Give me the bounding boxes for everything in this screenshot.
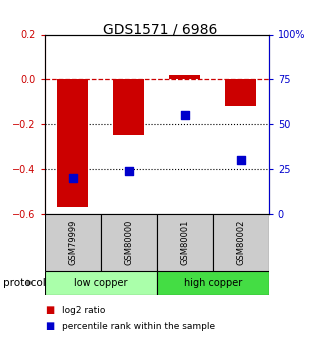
Bar [45, 214, 101, 271]
Text: low copper: low copper [74, 278, 128, 288]
Bar [113, 79, 144, 136]
Text: GDS1571 / 6986: GDS1571 / 6986 [103, 22, 217, 37]
Text: log2 ratio: log2 ratio [62, 306, 106, 315]
Bar [45, 271, 157, 295]
Bar [225, 79, 256, 106]
Bar [157, 214, 213, 271]
Bar [157, 271, 269, 295]
Text: GSM80000: GSM80000 [124, 220, 133, 265]
Text: GSM79999: GSM79999 [68, 220, 77, 265]
Text: GSM80001: GSM80001 [180, 220, 189, 265]
Text: GSM80002: GSM80002 [236, 220, 245, 265]
Point [126, 168, 132, 174]
Text: high copper: high copper [184, 278, 242, 288]
Bar [169, 75, 200, 79]
Point [238, 157, 244, 163]
Text: protocol: protocol [3, 278, 46, 288]
Text: percentile rank within the sample: percentile rank within the sample [62, 322, 216, 331]
Bar [57, 79, 88, 207]
Text: ■: ■ [45, 306, 54, 315]
Bar [101, 214, 157, 271]
Text: ■: ■ [45, 321, 54, 331]
Point [70, 175, 76, 181]
Point [182, 112, 188, 118]
Bar [213, 214, 269, 271]
